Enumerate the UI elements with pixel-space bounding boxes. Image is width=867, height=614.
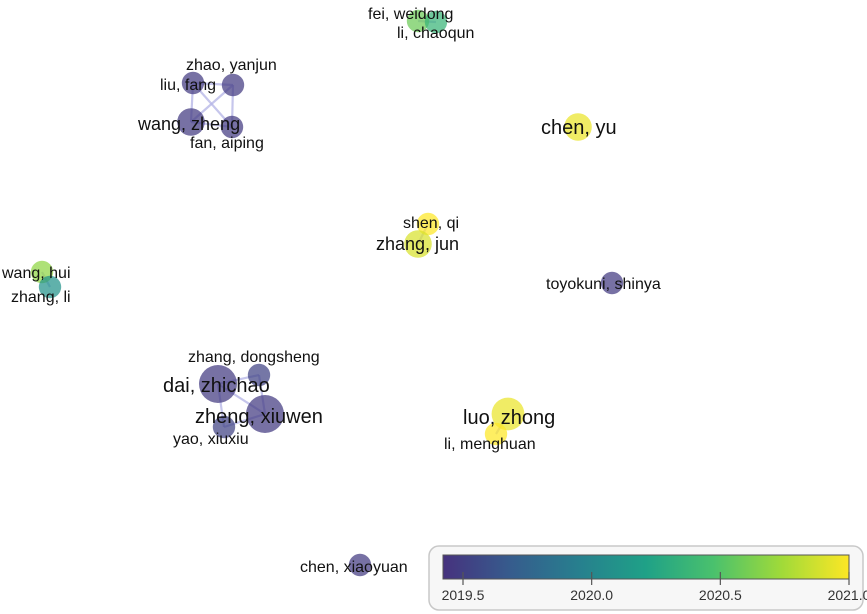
node-fei-weidong[interactable] xyxy=(406,9,430,33)
color-scale-bar xyxy=(442,554,850,580)
node-label-dai-zhichao: dai, zhichao xyxy=(163,375,270,397)
node-label-zhang-jun: zhang, jun xyxy=(376,234,459,254)
node-label-wang-hui: wang, hui xyxy=(1,265,71,282)
legend-tick-label: 2020.5 xyxy=(699,587,742,603)
legend-tick-label: 2020.0 xyxy=(570,587,613,603)
node-label-fei-weidong: fei, weidong xyxy=(368,6,453,23)
node-zhao-yanjun[interactable] xyxy=(221,73,245,97)
node-li-menghuan[interactable] xyxy=(484,422,508,446)
node-zhang-li[interactable] xyxy=(38,275,62,299)
node-label-liu-fang: liu, fang xyxy=(160,77,216,94)
node-label-wang-zheng: wang, zheng xyxy=(137,114,240,134)
node-label-shen-qi: shen, qi xyxy=(403,215,459,232)
node-label-zhang-dongsheng: zhang, dongsheng xyxy=(188,349,320,366)
node-label-zhang-li: zhang, li xyxy=(11,289,71,306)
node-shen-qi[interactable] xyxy=(416,212,440,236)
node-chen-xiaoyuan[interactable] xyxy=(348,553,372,577)
legend-tick-label: 2021.0 xyxy=(828,587,867,603)
legend-ticks: 2019.5 2020.0 2020.5 2021.0 xyxy=(442,572,867,603)
labels-layer: fei, weidong li, chaoqun zhao, yanjun liu, … xyxy=(1,6,661,576)
node-dai-zhichao[interactable] xyxy=(199,365,237,403)
node-label-chen-xiaoyuan: chen, xiaoyuan xyxy=(300,559,408,576)
node-chen-yu[interactable] xyxy=(564,113,592,141)
nodes-layer xyxy=(30,9,624,577)
node-label-fan-aiping: fan, aiping xyxy=(190,135,264,152)
node-label-chen-yu: chen, yu xyxy=(541,117,617,139)
node-label-li-chaoqun: li, chaoqun xyxy=(397,25,474,42)
node-wang-zheng[interactable] xyxy=(177,108,205,136)
node-label-luo-zhong: luo, zhong xyxy=(463,407,555,429)
node-zhang-dongsheng[interactable] xyxy=(247,363,271,387)
node-label-li-menghuan: li, menghuan xyxy=(444,436,536,453)
node-luo-zhong[interactable] xyxy=(491,397,525,431)
node-li-chaoqun[interactable] xyxy=(424,10,448,34)
node-label-yao-xiuxiu: yao, xiuxiu xyxy=(173,431,249,448)
node-label-zheng-xiuwen: zheng, xiuwen xyxy=(195,406,323,428)
node-label-toyokuni-shinya: toyokuni, shinya xyxy=(546,276,661,293)
node-liu-fang[interactable] xyxy=(181,71,205,95)
node-zheng-xiuwen[interactable] xyxy=(246,395,284,433)
legend-tick-label: 2019.5 xyxy=(442,587,485,603)
node-fan-aiping[interactable] xyxy=(220,115,244,139)
node-zhang-jun[interactable] xyxy=(404,230,432,258)
node-label-zhao-yanjun: zhao, yanjun xyxy=(186,57,277,74)
node-yao-xiuxiu[interactable] xyxy=(212,415,236,439)
node-toyokuni-shinya[interactable] xyxy=(600,271,624,295)
color-legend: 2019.5 2020.0 2020.5 2021.0 xyxy=(428,545,867,611)
